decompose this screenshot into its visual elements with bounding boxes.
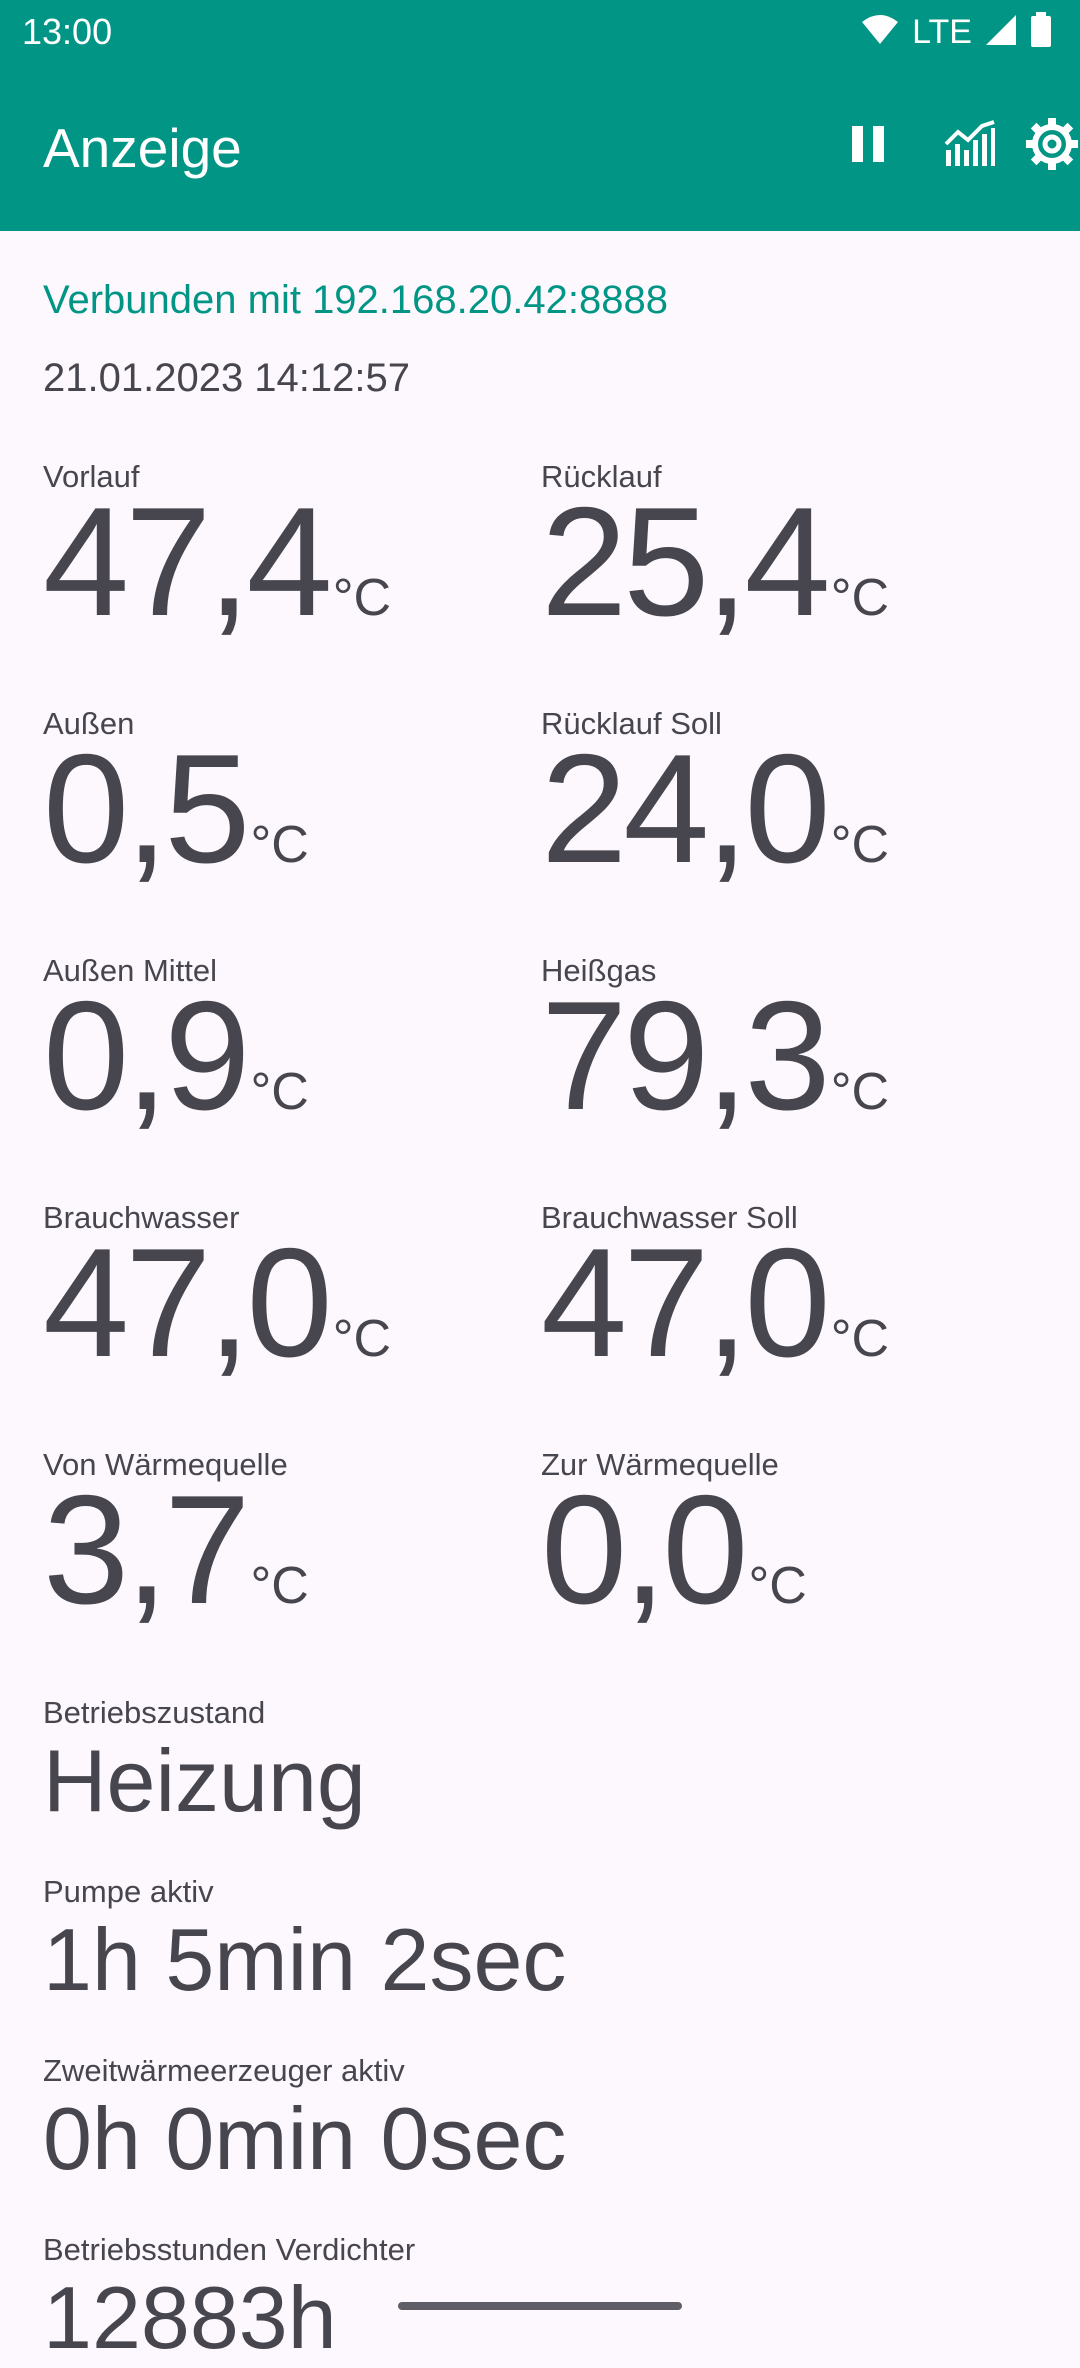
info-label: Betriebsstunden Verdichter: [43, 2232, 416, 2267]
reading-ruecklauf: Rücklauf 25,4°C: [541, 459, 1021, 639]
info-value: 1h 5min 2sec: [43, 1910, 567, 2009]
reading-unit: °C: [332, 569, 392, 627]
info-betriebszustand: Betriebszustand Heizung: [43, 1695, 1043, 1831]
reading-unit: °C: [830, 569, 890, 627]
info-value: 12883h: [43, 2268, 337, 2367]
reading-label: Von Wärmequelle: [43, 1447, 288, 1482]
reading-label: Vorlauf: [43, 459, 140, 494]
reading-aussen-mittel: Außen Mittel 0,9°C: [43, 953, 523, 1133]
reading-label: Brauchwasser: [43, 1200, 240, 1235]
status-bar: 13:00 LTE: [0, 0, 1080, 64]
reading-ruecklauf-soll: Rücklauf Soll 24,0°C: [541, 706, 1021, 886]
reading-unit: °C: [830, 1063, 890, 1121]
reading-unit: °C: [250, 1557, 309, 1615]
app-title: Anzeige: [43, 117, 242, 179]
reading-number: 25,4: [541, 475, 831, 648]
cell-signal-icon: [984, 13, 1018, 52]
reading-number: 24,0: [541, 722, 831, 895]
reading-value: 0,5°C: [43, 731, 523, 886]
reading-value: 0,9°C: [43, 978, 523, 1133]
pause-button[interactable]: [836, 114, 900, 178]
reading-value: 24,0°C: [541, 731, 1021, 886]
reading-unit: °C: [748, 1557, 807, 1615]
reading-label: Außen Mittel: [43, 953, 218, 988]
info-label: Zweitwärmeerzeuger aktiv: [43, 2053, 405, 2088]
reading-von-waermequelle: Von Wärmequelle 3,7°C: [43, 1447, 523, 1627]
reading-brauchwasser-soll: Brauchwasser Soll 47,0°C: [541, 1200, 1021, 1380]
info-betriebsstunden: Betriebsstunden Verdichter 12883h: [43, 2232, 1043, 2368]
reading-label: Zur Wärmequelle: [541, 1447, 779, 1482]
battery-icon: [1030, 11, 1052, 53]
reading-number: 0,9: [43, 969, 250, 1142]
info-pumpe-aktiv: Pumpe aktiv 1h 5min 2sec: [43, 1874, 1043, 2010]
reading-unit: °C: [830, 1310, 890, 1368]
reading-value: 47,4°C: [43, 484, 523, 639]
status-icons: LTE: [860, 10, 1052, 54]
connection-status: Verbunden mit 192.168.20.42:8888: [43, 278, 668, 322]
reading-number: 47,0: [541, 1216, 831, 1389]
settings-icon: [1025, 117, 1079, 176]
reading-number: 0,0: [541, 1463, 748, 1636]
chart-button[interactable]: [938, 114, 1002, 178]
reading-label: Brauchwasser Soll: [541, 1200, 798, 1235]
info-label: Betriebszustand: [43, 1695, 266, 1730]
home-indicator[interactable]: [398, 2302, 682, 2310]
reading-unit: °C: [830, 816, 890, 874]
reading-vorlauf: Vorlauf 47,4°C: [43, 459, 523, 639]
settings-button[interactable]: [1020, 114, 1080, 178]
reading-brauchwasser: Brauchwasser 47,0°C: [43, 1200, 523, 1380]
info-zweitwaermeerzeuger: Zweitwärmeerzeuger aktiv 0h 0min 0sec: [43, 2053, 1043, 2189]
timestamp: 21.01.2023 14:12:57: [43, 356, 411, 400]
reading-value: 25,4°C: [541, 484, 1021, 639]
reading-unit: °C: [332, 1310, 392, 1368]
reading-aussen: Außen 0,5°C: [43, 706, 523, 886]
reading-label: Heißgas: [541, 953, 657, 988]
info-value: 0h 0min 0sec: [43, 2089, 567, 2188]
reading-number: 47,4: [43, 475, 333, 648]
reading-value: 0,0°C: [541, 1472, 1021, 1627]
reading-value: 3,7°C: [43, 1472, 523, 1627]
reading-zur-waermequelle: Zur Wärmequelle 0,0°C: [541, 1447, 1021, 1627]
wifi-icon: [860, 14, 900, 51]
reading-number: 47,0: [43, 1216, 333, 1389]
info-value: Heizung: [43, 1731, 366, 1830]
reading-number: 3,7: [43, 1463, 250, 1636]
reading-unit: °C: [250, 816, 309, 874]
reading-number: 0,5: [43, 722, 250, 895]
reading-unit: °C: [250, 1063, 309, 1121]
network-type: LTE: [912, 13, 972, 51]
reading-label: Außen: [43, 706, 135, 741]
app-bar: Anzeige: [0, 64, 1080, 231]
chart-icon: [944, 119, 996, 173]
info-label: Pumpe aktiv: [43, 1874, 214, 1909]
pause-icon: [850, 124, 886, 169]
status-time: 13:00: [22, 11, 113, 52]
reading-value: 47,0°C: [43, 1225, 523, 1380]
reading-value: 47,0°C: [541, 1225, 1021, 1380]
reading-value: 79,3°C: [541, 978, 1021, 1133]
reading-label: Rücklauf Soll: [541, 706, 722, 741]
reading-number: 79,3: [541, 969, 831, 1142]
reading-heissgas: Heißgas 79,3°C: [541, 953, 1021, 1133]
reading-label: Rücklauf: [541, 459, 662, 494]
